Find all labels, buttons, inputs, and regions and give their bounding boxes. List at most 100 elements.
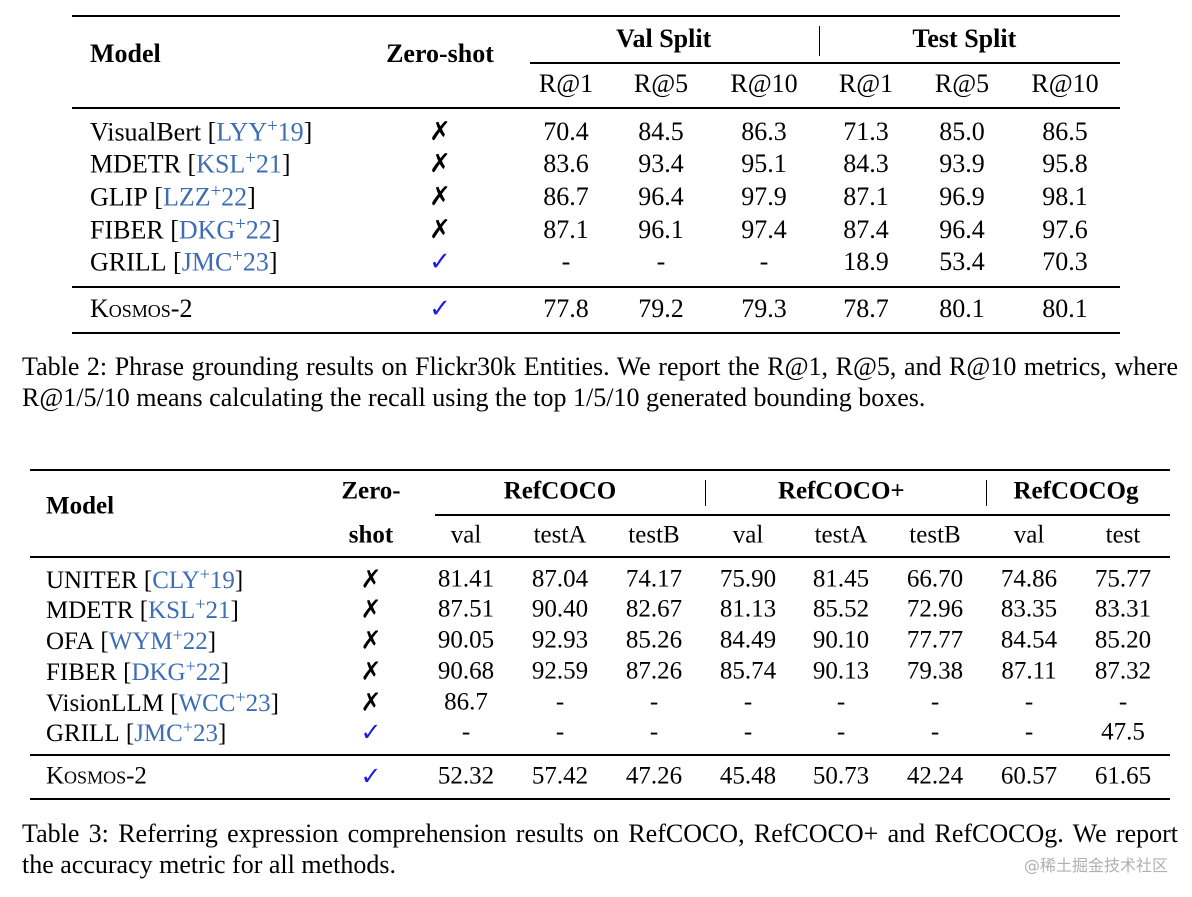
column-header: Model bbox=[90, 39, 161, 68]
table-cell: - bbox=[649, 688, 659, 716]
zero-shot-mark: ✓ bbox=[429, 294, 451, 324]
model-cell: Kosmos-2 bbox=[90, 296, 192, 322]
citation-part: KSL bbox=[148, 597, 196, 625]
table-cell: 50.73 bbox=[812, 762, 870, 790]
table-caption: Table 2: Phrase grounding results on Fli… bbox=[22, 352, 1178, 412]
table-cell: 87.1 bbox=[843, 182, 889, 211]
table-cell: 61.65 bbox=[1094, 762, 1152, 790]
table-cell: 47.26 bbox=[625, 762, 683, 790]
citation-part: KSL bbox=[196, 149, 246, 179]
citation-part: + bbox=[199, 563, 210, 584]
table-rule bbox=[30, 556, 1170, 558]
table-cell: 93.4 bbox=[638, 149, 684, 178]
table-cell: 87.11 bbox=[1001, 657, 1057, 685]
citation-part: LZZ bbox=[162, 182, 211, 212]
table-cell: 74.17 bbox=[625, 565, 683, 593]
zero-shot-mark: ✓ bbox=[429, 247, 451, 277]
table-cell: 93.9 bbox=[939, 149, 985, 178]
citation-part: 22 bbox=[195, 659, 221, 687]
group-header: RefCOCOg bbox=[1013, 477, 1139, 505]
table-cell: - bbox=[656, 247, 666, 276]
model-name: GLIP bbox=[90, 182, 148, 212]
table-cell: - bbox=[930, 688, 940, 716]
table-cell: 90.13 bbox=[812, 657, 870, 685]
table-rule bbox=[30, 754, 1170, 756]
citation: [KSL+21] bbox=[188, 148, 291, 179]
table-cell: 95.1 bbox=[741, 149, 787, 178]
citation-part: ] bbox=[234, 567, 244, 595]
column-header: R@1 bbox=[838, 69, 894, 98]
table-cell: - bbox=[836, 718, 846, 746]
citation-part: 21 bbox=[205, 597, 231, 625]
column-header: R@10 bbox=[730, 69, 798, 98]
citation-part: + bbox=[185, 655, 196, 676]
citation: [DKG+22] bbox=[170, 214, 280, 245]
column-header: Zero- bbox=[341, 477, 401, 505]
table-cell: - bbox=[1024, 688, 1034, 716]
zero-shot-mark: ✗ bbox=[360, 656, 382, 686]
table-cell: 53.4 bbox=[939, 247, 985, 276]
table-cell: 87.04 bbox=[531, 565, 589, 593]
table-cell: 87.26 bbox=[625, 657, 683, 685]
table-cell: 90.10 bbox=[812, 626, 870, 654]
table-cell: 95.8 bbox=[1042, 149, 1088, 178]
table-cell: 86.3 bbox=[741, 117, 787, 146]
table-rule bbox=[72, 286, 1120, 288]
table-cell: 52.32 bbox=[437, 762, 495, 790]
table-cell: 87.51 bbox=[437, 595, 495, 623]
group-header: Val Split bbox=[616, 24, 712, 53]
citation-part: 22 bbox=[182, 628, 208, 656]
citation-part: ] bbox=[247, 182, 256, 212]
table-rule bbox=[72, 15, 1120, 17]
model-cell: OFA [WYM+22] bbox=[46, 626, 216, 654]
table-cell: 85.0 bbox=[939, 117, 985, 146]
citation-part: + bbox=[245, 148, 256, 170]
watermark: @稀土掘金技术社区 bbox=[1023, 856, 1168, 875]
column-header: val bbox=[732, 521, 764, 549]
citation-part: JMC bbox=[134, 720, 183, 748]
model-cell: GRILL [JMC+23] bbox=[46, 718, 226, 746]
citation-part: ] bbox=[268, 247, 278, 277]
citation-part: [ bbox=[100, 628, 109, 656]
table-cell: 57.42 bbox=[531, 762, 589, 790]
citation-part: + bbox=[210, 181, 222, 203]
citation-part: 19 bbox=[277, 117, 304, 147]
citation-part: [ bbox=[125, 720, 135, 748]
citation-part: ] bbox=[207, 628, 217, 656]
citation-part: + bbox=[195, 593, 206, 614]
column-header: R@10 bbox=[1031, 69, 1099, 98]
citation-part: 22 bbox=[245, 215, 272, 245]
model-cell: VisualBert [LYY+19] bbox=[90, 116, 312, 147]
citation-part: + bbox=[235, 214, 246, 236]
model-name: VisionLLM bbox=[46, 690, 164, 718]
table-cell: 84.5 bbox=[638, 117, 684, 146]
table-cell: - bbox=[930, 718, 940, 746]
table-cell: 90.68 bbox=[437, 657, 495, 685]
table-cell: 78.7 bbox=[843, 294, 889, 323]
citation-part: [ bbox=[143, 567, 153, 595]
table-cell: 60.57 bbox=[1000, 762, 1058, 790]
citation-part: ] bbox=[230, 597, 239, 625]
table-rule bbox=[435, 514, 1170, 516]
table-cell: 92.59 bbox=[531, 657, 589, 685]
table-cell: 70.3 bbox=[1042, 247, 1088, 276]
table-cell: - bbox=[461, 718, 471, 746]
citation-part: + bbox=[267, 116, 278, 138]
column-header: testA bbox=[814, 521, 868, 549]
table-cell: 18.9 bbox=[843, 247, 889, 276]
model-cell: UNITER [CLY+19] bbox=[46, 565, 243, 593]
table-cell: 96.9 bbox=[939, 182, 985, 211]
group-separator bbox=[819, 26, 821, 56]
table-cell: - bbox=[743, 688, 753, 716]
model-name: Kosmos-2 bbox=[90, 294, 193, 323]
column-header: testB bbox=[909, 521, 961, 549]
citation-part: JMC bbox=[181, 247, 233, 277]
citation-part: 19 bbox=[209, 567, 235, 595]
table-cell: 80.1 bbox=[1042, 294, 1088, 323]
table-cell: 74.86 bbox=[1000, 565, 1058, 593]
table-rule bbox=[530, 62, 1120, 64]
citation: [JMC+23] bbox=[125, 718, 226, 748]
table-cell: 84.3 bbox=[843, 149, 889, 178]
table-cell: 75.77 bbox=[1094, 565, 1152, 593]
table-cell: 84.54 bbox=[1000, 626, 1058, 654]
